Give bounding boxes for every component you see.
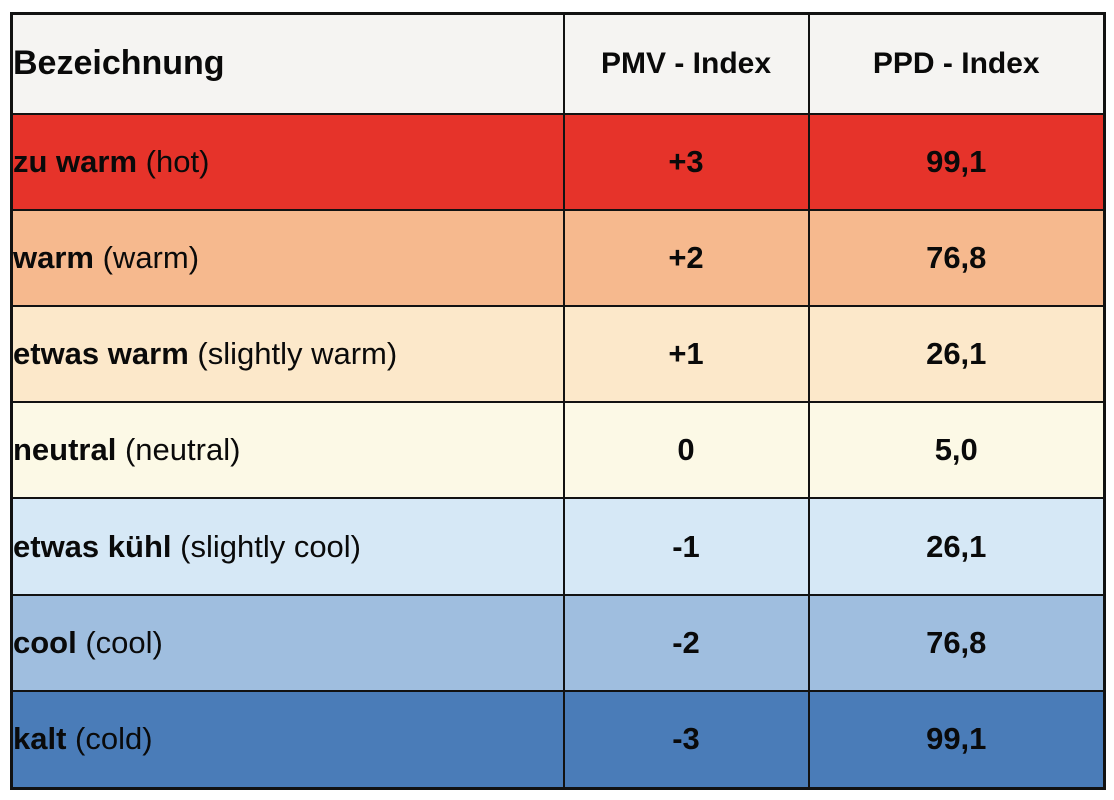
column-header-ppd-index: PPD - Index — [807, 12, 1106, 115]
row-term: warm — [13, 239, 94, 275]
pmv-value: -3 — [562, 689, 810, 790]
row-translation: (warm) — [102, 239, 200, 275]
ppd-value: 26,1 — [807, 497, 1106, 596]
table-row-cool: cool (cool) -2 76,8 — [10, 593, 1106, 692]
row-term: neutral — [13, 432, 117, 468]
table-row-warm: warm (warm) +2 76,8 — [10, 208, 1106, 307]
row-translation: (cool) — [85, 624, 163, 660]
pmv-value: 0 — [562, 401, 810, 500]
ppd-value: 99,1 — [807, 112, 1106, 211]
designation-cell: neutral (neutral) — [10, 401, 565, 500]
ppd-value: 76,8 — [807, 593, 1106, 692]
row-translation: (neutral) — [124, 432, 241, 468]
designation-cell: kalt (cold) — [10, 689, 565, 790]
pmv-value: +1 — [562, 304, 810, 404]
ppd-value: 26,1 — [807, 304, 1106, 404]
designation-cell: warm (warm) — [10, 208, 565, 307]
row-translation: (slightly warm) — [197, 336, 398, 372]
row-translation: (slightly cool) — [180, 528, 362, 564]
table-row-zu-warm: zu warm (hot) +3 99,1 — [10, 112, 1106, 211]
pmv-value: -2 — [562, 593, 810, 692]
pmv-value: +2 — [562, 208, 810, 307]
row-term: etwas warm — [13, 336, 189, 372]
ppd-value: 76,8 — [807, 208, 1106, 307]
column-header-designation: Bezeichnung — [10, 12, 565, 115]
row-translation: (hot) — [145, 143, 210, 179]
row-term: zu warm — [13, 143, 138, 179]
row-term: cool — [13, 624, 77, 660]
row-term: kalt — [13, 721, 67, 757]
designation-cell: etwas warm (slightly warm) — [10, 304, 565, 404]
table-row-neutral: neutral (neutral) 0 5,0 — [10, 401, 1106, 500]
table-header-row: Bezeichnung PMV - Index PPD - Index — [10, 12, 1106, 115]
column-header-pmv-index: PMV - Index — [562, 12, 810, 115]
designation-cell: etwas kühl (slightly cool) — [10, 497, 565, 596]
designation-cell: zu warm (hot) — [10, 112, 565, 211]
table-row-etwas-kuehl: etwas kühl (slightly cool) -1 26,1 — [10, 497, 1106, 596]
designation-cell: cool (cool) — [10, 593, 565, 692]
pmv-ppd-table: Bezeichnung PMV - Index PPD - Index zu w… — [10, 12, 1106, 790]
ppd-value: 99,1 — [807, 689, 1106, 790]
pmv-value: +3 — [562, 112, 810, 211]
row-term: etwas kühl — [13, 528, 172, 564]
ppd-value: 5,0 — [807, 401, 1106, 500]
row-translation: (cold) — [75, 721, 153, 757]
table-row-kalt: kalt (cold) -3 99,1 — [10, 689, 1106, 790]
table-row-etwas-warm: etwas warm (slightly warm) +1 26,1 — [10, 304, 1106, 404]
pmv-value: -1 — [562, 497, 810, 596]
